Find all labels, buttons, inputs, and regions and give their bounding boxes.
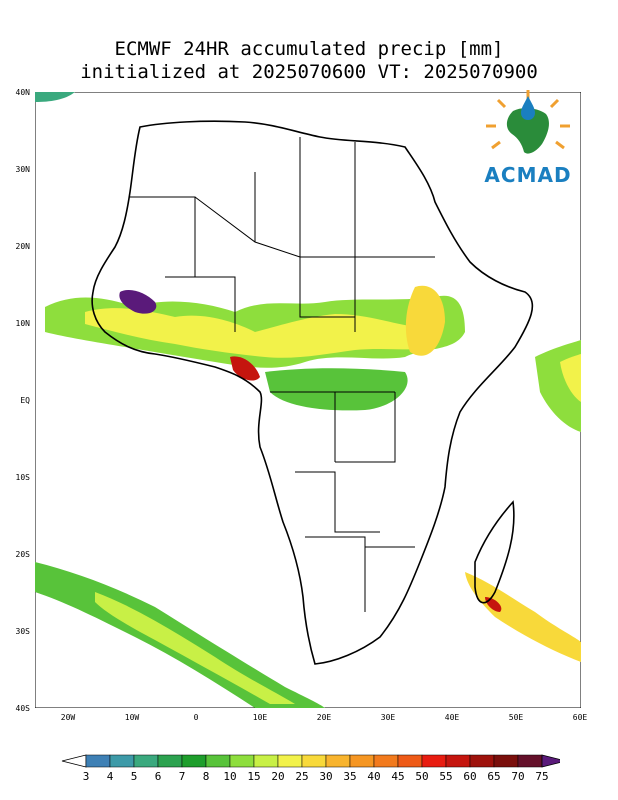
colorbar-segment — [109, 754, 135, 768]
map-title-line1: ECMWF 24HR accumulated precip [mm] — [114, 38, 504, 60]
colorbar-label: 60 — [463, 770, 477, 783]
colorbar-segment — [421, 754, 447, 768]
colorbar-segment — [325, 754, 351, 768]
colorbar-label: 25 — [295, 770, 309, 783]
colorbar-label: 3 — [82, 770, 90, 783]
lon-label-20w: 20W — [60, 713, 76, 722]
lat-label-20n: 20N — [15, 242, 30, 251]
precip-layer — [35, 92, 581, 708]
colorbar-segment — [205, 754, 231, 768]
acmad-logo — [486, 90, 570, 154]
colorbar-max-arrow — [541, 754, 560, 768]
colorbar-label: 55 — [439, 770, 453, 783]
water-drop-icon — [521, 96, 535, 120]
lat-label-40n: 40N — [15, 88, 30, 97]
colorbar-label: 15 — [247, 770, 261, 783]
colorbar-segment — [133, 754, 159, 768]
colorbar-label: 65 — [487, 770, 501, 783]
country-borders — [130, 137, 435, 612]
colorbar-label: 7 — [178, 770, 186, 783]
colorbar-label: 10 — [223, 770, 237, 783]
lat-label-eq: EQ — [20, 396, 30, 405]
lat-label-10n: 10N — [15, 319, 30, 328]
colorbar-segment — [373, 754, 399, 768]
colorbar-segment — [349, 754, 375, 768]
colorbar-segment — [181, 754, 207, 768]
colorbar-segment — [253, 754, 279, 768]
colorbar-label: 5 — [130, 770, 138, 783]
sun-rays-icon — [486, 90, 570, 150]
colorbar-segment — [445, 754, 471, 768]
precip-maximum-cameroon — [230, 356, 260, 381]
lat-label-10s: 10S — [15, 473, 30, 482]
precip-north — [35, 92, 75, 102]
lon-label-10w: 10W — [124, 713, 140, 722]
lat-label-40s: 40S — [15, 704, 30, 713]
colorbar-segment — [517, 754, 543, 768]
lat-label-30s: 30S — [15, 627, 30, 636]
colorbar-label: 50 — [415, 770, 429, 783]
lat-label-30n: 30N — [15, 165, 30, 174]
precip-map — [35, 92, 581, 708]
colorbar-segment — [277, 754, 303, 768]
lat-label-20s: 20S — [15, 550, 30, 559]
colorbar-label: 4 — [106, 770, 114, 783]
colorbar-segment — [301, 754, 327, 768]
colorbar-label: 8 — [202, 770, 210, 783]
precip-colorbar — [61, 754, 560, 768]
lon-label-20e: 20E — [316, 713, 332, 722]
colorbar-label: 45 — [391, 770, 405, 783]
colorbar-segment — [229, 754, 255, 768]
colorbar-segment — [85, 754, 111, 768]
lon-label-30e: 30E — [380, 713, 396, 722]
lon-label-10e: 10E — [252, 713, 268, 722]
acmad-logo-text: ACMAD — [484, 163, 572, 187]
colorbar-label: 20 — [271, 770, 285, 783]
lon-label-0: 0 — [193, 713, 199, 722]
colorbar-min-arrow — [61, 754, 87, 768]
precip-indian-ocean-core — [560, 354, 581, 402]
colorbar-label: 40 — [367, 770, 381, 783]
colorbar-segment — [397, 754, 423, 768]
colorbar-label: 6 — [154, 770, 162, 783]
lon-label-60e: 60E — [572, 713, 588, 722]
colorbar-segment — [469, 754, 495, 768]
africa-shape-icon — [506, 108, 549, 154]
colorbar-label: 70 — [511, 770, 525, 783]
precip-ethiopia — [405, 285, 445, 356]
precip-south-atlantic-core — [95, 592, 295, 704]
colorbar-label: 75 — [535, 770, 549, 783]
map-title-line2: initialized at 2025070600 VT: 2025070900 — [80, 61, 538, 83]
colorbar-segment — [157, 754, 183, 768]
precip-congo — [265, 368, 408, 411]
lon-label-50e: 50E — [508, 713, 524, 722]
colorbar-label: 30 — [319, 770, 333, 783]
precip-band-sahel-core — [85, 308, 439, 358]
colorbar-label: 35 — [343, 770, 357, 783]
precip-maximum-guinea — [119, 290, 157, 314]
africa-coastline — [91, 120, 534, 665]
colorbar-segment — [493, 754, 519, 768]
lon-label-40e: 40E — [444, 713, 460, 722]
